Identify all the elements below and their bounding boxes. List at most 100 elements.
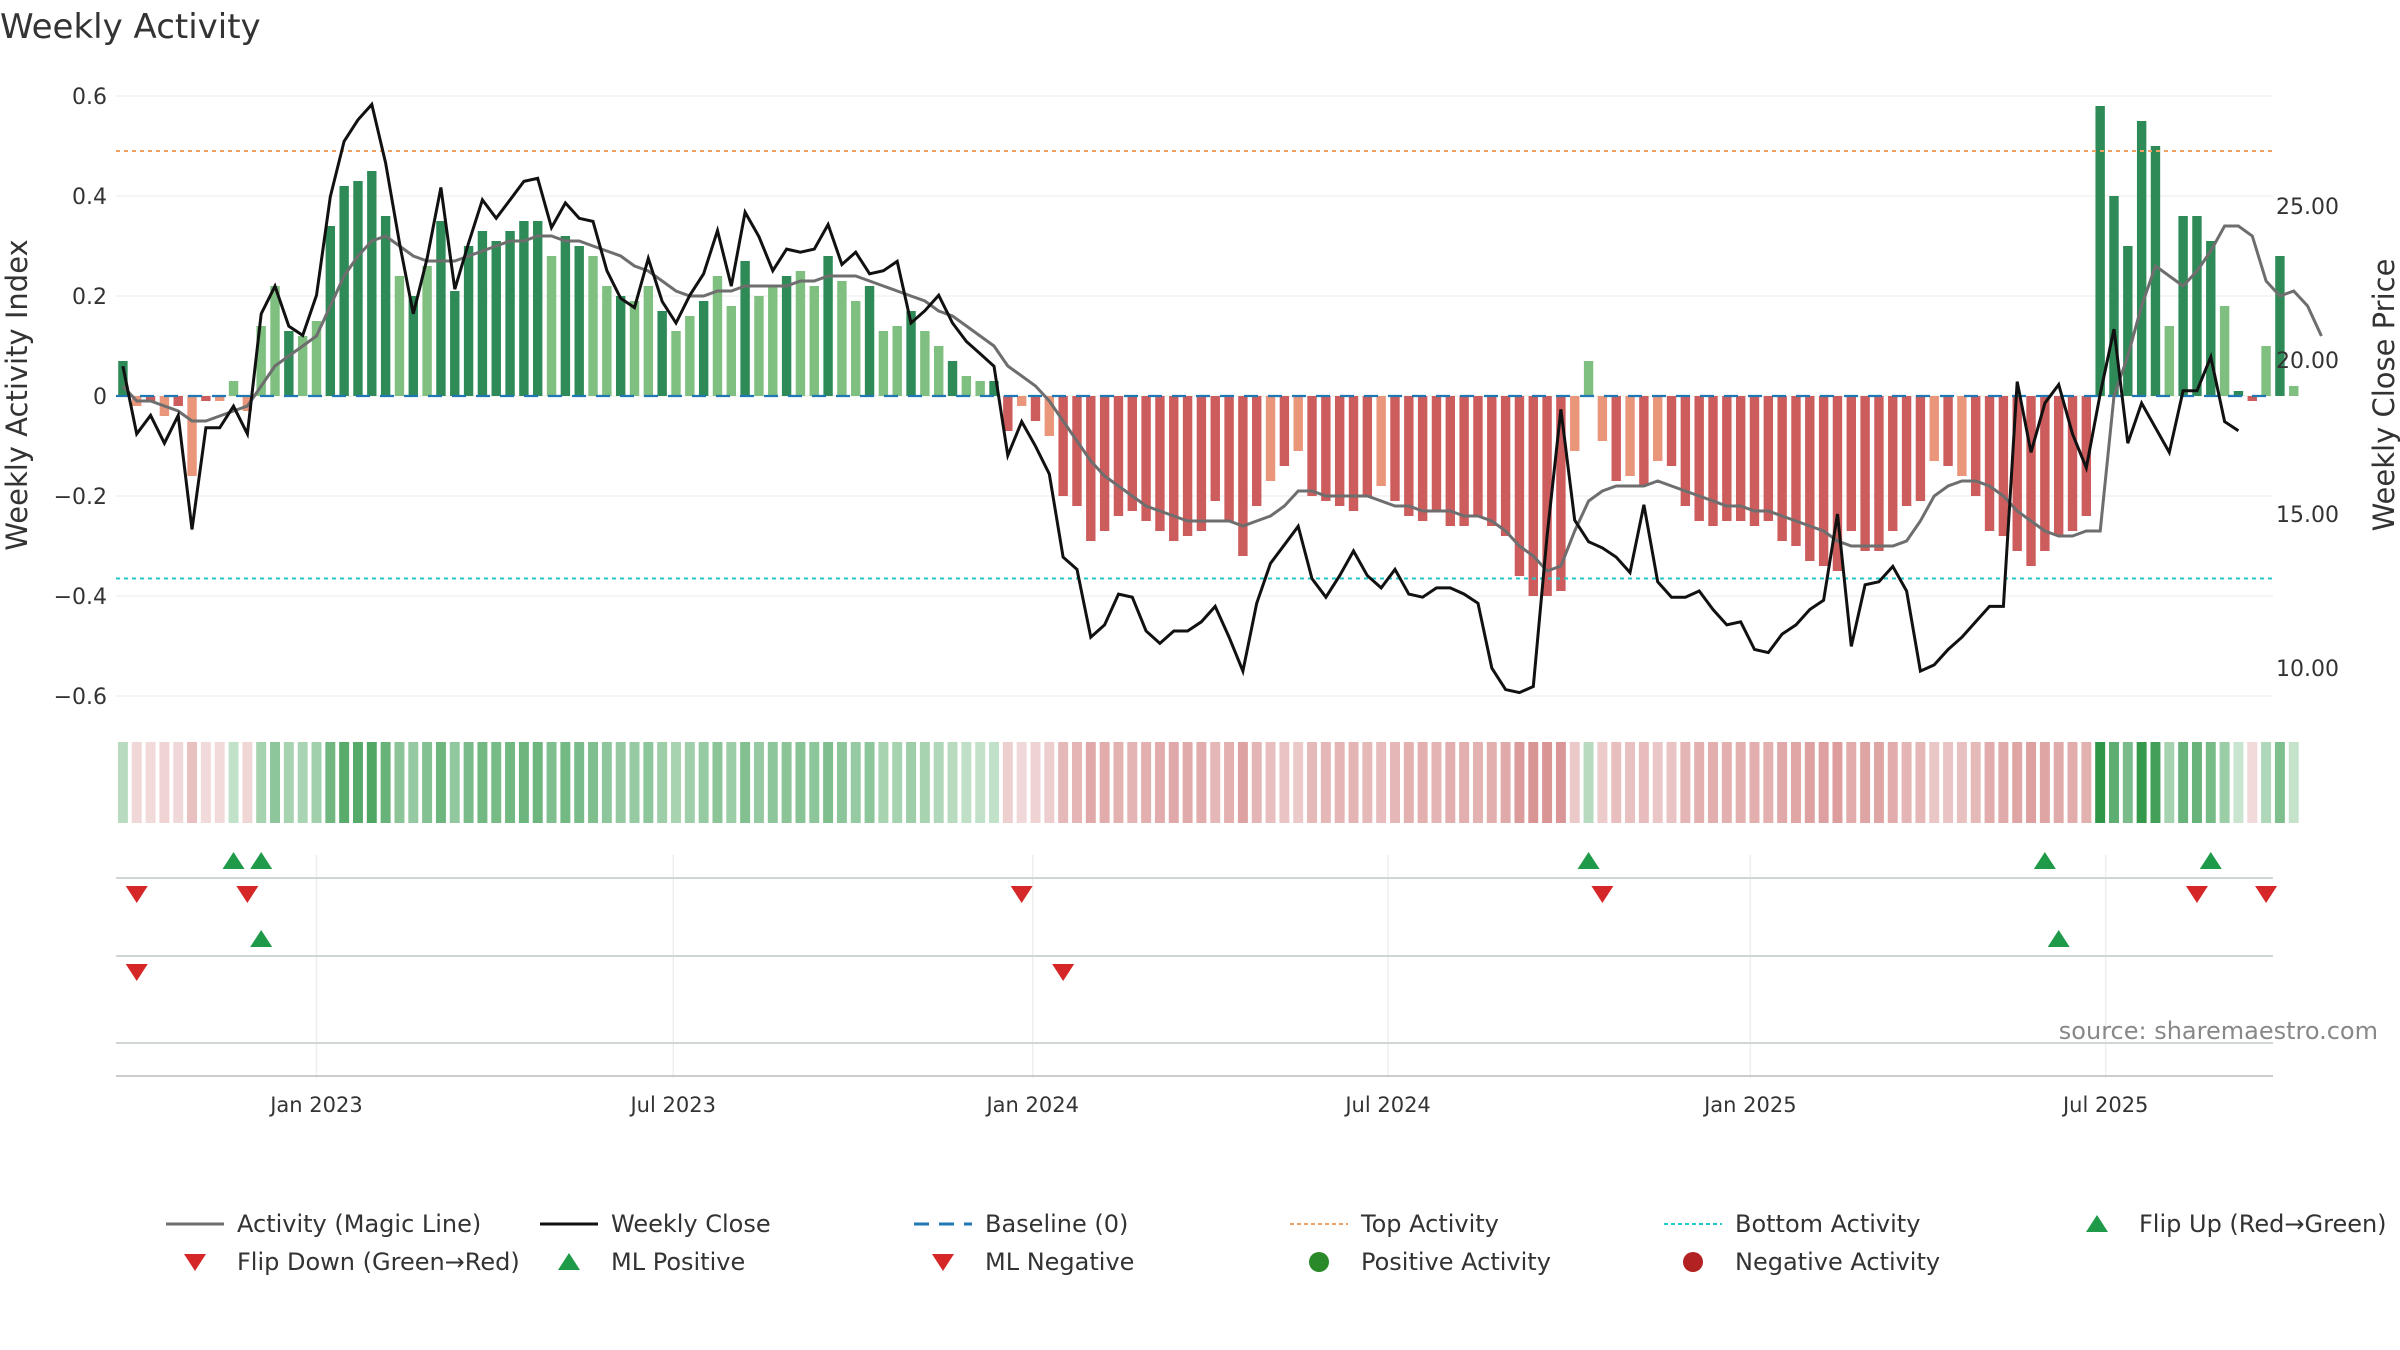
heat-cell bbox=[532, 742, 543, 823]
heat-cell bbox=[1500, 742, 1511, 823]
heat-cell bbox=[560, 742, 571, 823]
activity-bar bbox=[1888, 396, 1898, 531]
activity-bar bbox=[1376, 396, 1386, 486]
flip-up-marker bbox=[2033, 852, 2056, 869]
heat-cell bbox=[366, 742, 377, 823]
heat-cell bbox=[1735, 742, 1746, 823]
activity-heat-strip bbox=[117, 742, 2299, 823]
activity-bar bbox=[1915, 396, 1926, 501]
heat-cell bbox=[518, 742, 529, 823]
heat-cell bbox=[1265, 742, 1276, 823]
activity-bar bbox=[588, 256, 598, 396]
y-axis-left-label: Weekly Activity Index bbox=[0, 239, 34, 550]
source-credit: source: sharemaestro.com bbox=[2059, 1017, 2378, 1045]
heat-cell bbox=[1638, 742, 1649, 823]
heat-cell bbox=[1182, 742, 1193, 823]
heat-cell bbox=[1694, 742, 1705, 823]
activity-bar bbox=[1680, 396, 1691, 506]
activity-bar bbox=[1252, 396, 1262, 506]
heat-cell bbox=[187, 742, 198, 823]
heat-cell bbox=[1984, 742, 1995, 823]
heat-cell bbox=[823, 742, 834, 823]
heat-cell bbox=[1154, 742, 1165, 823]
activity-bar bbox=[2067, 396, 2078, 531]
activity-bar bbox=[2026, 396, 2036, 566]
activity-bar bbox=[1971, 396, 1981, 496]
activity-bar bbox=[2012, 396, 2022, 551]
activity-bar bbox=[1210, 396, 1220, 501]
heat-cell bbox=[2247, 742, 2258, 823]
activity-bar bbox=[1901, 396, 1912, 506]
activity-bar bbox=[726, 306, 736, 396]
heat-cell bbox=[1929, 742, 1940, 823]
activity-bar bbox=[1542, 396, 1552, 596]
heat-cell bbox=[242, 742, 253, 823]
ml-positive-marker bbox=[2047, 930, 2070, 947]
activity-bar bbox=[1583, 361, 1594, 396]
heat-cell bbox=[671, 742, 681, 823]
activity-bar bbox=[228, 381, 239, 396]
heat-cell bbox=[1168, 742, 1179, 823]
y-tick-label-left: −0.4 bbox=[54, 585, 107, 610]
heat-cell bbox=[809, 742, 820, 823]
activity-bar bbox=[1279, 396, 1290, 466]
activity-bar bbox=[947, 361, 958, 396]
activity-bar bbox=[1805, 396, 1815, 561]
activity-bar bbox=[2123, 246, 2133, 396]
heat-cell bbox=[1320, 742, 1331, 823]
activity-bar bbox=[1666, 396, 1677, 466]
legend-triangle-down-icon bbox=[184, 1254, 206, 1271]
heat-cell bbox=[1611, 742, 1622, 823]
activity-bar bbox=[864, 286, 875, 396]
activity-bar bbox=[505, 231, 515, 396]
heat-cell bbox=[1376, 742, 1387, 823]
activity-bar bbox=[325, 226, 336, 396]
activity-bar bbox=[2178, 216, 2188, 396]
activity-bar bbox=[2164, 326, 2174, 396]
x-tick-label: Jan 2023 bbox=[268, 1093, 363, 1117]
weekly-close-line bbox=[121, 101, 2240, 695]
legend-item: ML Negative bbox=[932, 1248, 1134, 1276]
heat-cell bbox=[117, 742, 128, 823]
activity-bar bbox=[1749, 396, 1760, 526]
heat-cell bbox=[270, 742, 280, 823]
heat-cell bbox=[2233, 742, 2244, 823]
heat-cell bbox=[795, 742, 806, 823]
heat-cell bbox=[643, 742, 654, 823]
heat-cell bbox=[878, 742, 889, 823]
heat-cell bbox=[408, 742, 419, 823]
legend-item: ML Positive bbox=[558, 1248, 745, 1276]
activity-bar bbox=[1625, 396, 1635, 476]
activity-bar bbox=[1929, 396, 1939, 461]
heat-cell bbox=[1348, 742, 1359, 823]
activity-bar bbox=[989, 381, 999, 396]
activity-bar bbox=[1984, 396, 1995, 531]
heat-cell bbox=[1030, 742, 1041, 823]
activity-bar bbox=[450, 291, 460, 396]
activity-bar bbox=[1639, 396, 1649, 486]
heat-cell bbox=[449, 742, 460, 823]
activity-bar bbox=[1500, 396, 1511, 536]
heat-cell bbox=[1943, 742, 1954, 823]
activity-bar bbox=[1099, 396, 1110, 531]
activity-bar bbox=[920, 331, 930, 396]
activity-bar bbox=[1417, 396, 1428, 521]
heat-cell bbox=[2081, 742, 2092, 823]
heat-cell bbox=[1860, 742, 1871, 823]
activity-bar bbox=[546, 256, 557, 396]
y-tick-label-left: −0.2 bbox=[54, 485, 107, 510]
legend-item: Negative Activity bbox=[1683, 1248, 1940, 1276]
activity-bar bbox=[1431, 396, 1442, 511]
activity-bar bbox=[2081, 396, 2092, 516]
activity-bar bbox=[560, 236, 571, 396]
activity-bar bbox=[1169, 396, 1179, 541]
heat-cell bbox=[380, 742, 391, 823]
activity-bar bbox=[284, 331, 294, 396]
heat-cell bbox=[1666, 742, 1677, 823]
heat-cell bbox=[1431, 742, 1442, 823]
heat-cell bbox=[1127, 742, 1138, 823]
heat-cell bbox=[989, 742, 999, 823]
activity-bar bbox=[1818, 396, 1829, 566]
heat-cell bbox=[2095, 742, 2106, 823]
legend-label: Top Activity bbox=[1360, 1210, 1499, 1238]
